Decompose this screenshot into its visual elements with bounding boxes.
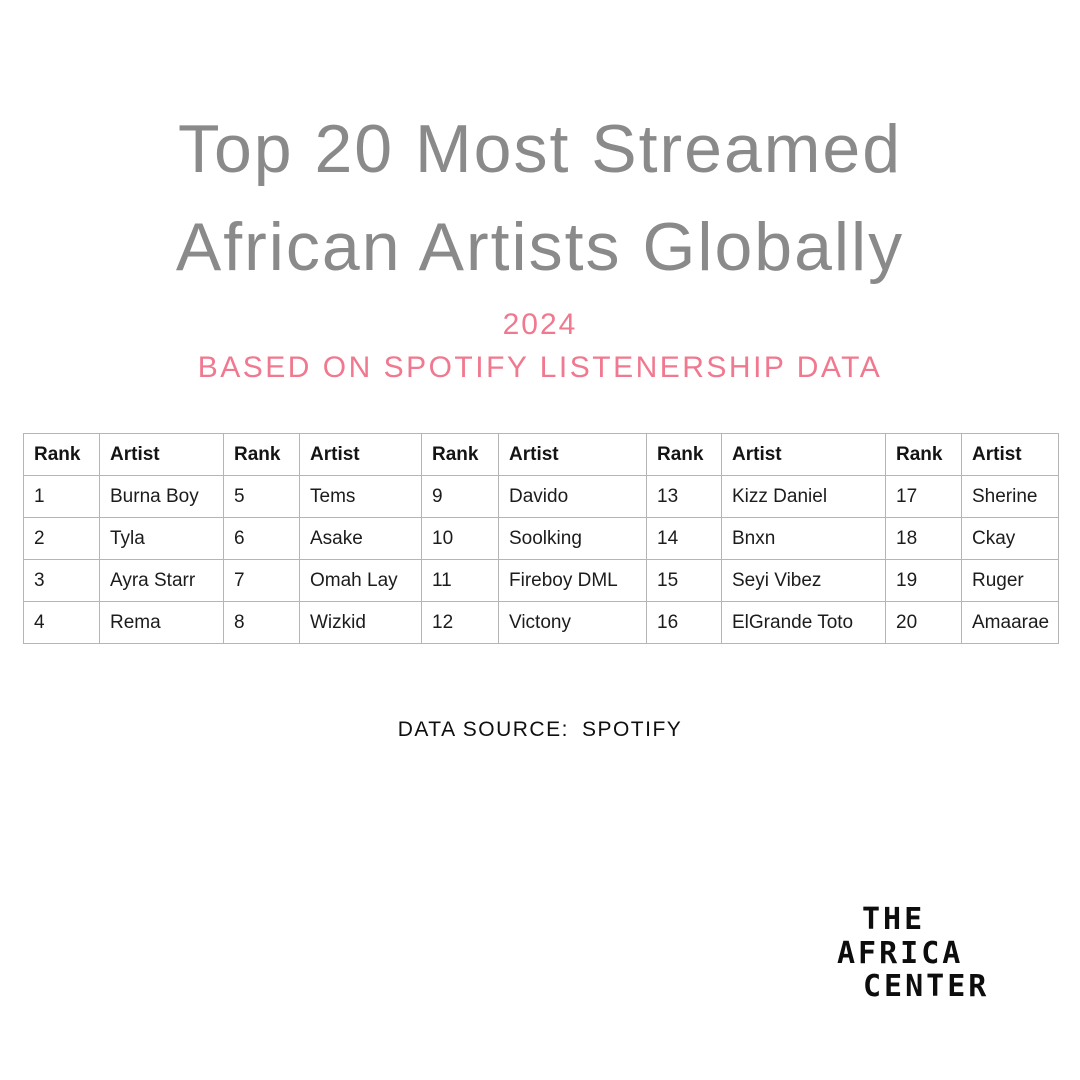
rank-cell: 10 xyxy=(421,517,499,560)
rank-cell: 5 xyxy=(223,475,300,518)
title-line-2: African Artists Globally xyxy=(175,209,905,285)
artist-cell: Ckay xyxy=(961,517,1059,560)
rank-cell: 2 xyxy=(23,517,100,560)
artist-cell: Tems xyxy=(299,475,422,518)
artist-cell: Omah Lay xyxy=(299,559,422,602)
page-title: Top 20 Most Streamed African Artists Glo… xyxy=(0,100,1080,296)
artist-cell: Asake xyxy=(299,517,422,560)
artist-cell: Fireboy DML xyxy=(498,559,647,602)
table-row: 4 Rema 8 Wizkid 12 Victony 16 ElGrande T… xyxy=(23,601,1059,644)
data-source-value: SPOTIFY xyxy=(581,718,683,741)
data-source: DATA SOURCE: SPOTIFY xyxy=(0,718,1080,742)
subtitle-year: 2024 xyxy=(502,308,578,341)
rank-cell: 12 xyxy=(421,601,499,644)
artist-cell: Rema xyxy=(99,601,224,644)
subtitle-tagline: BASED ON SPOTIFY LISTENERSHIP DATA xyxy=(197,351,883,384)
title-line-1: Top 20 Most Streamed xyxy=(177,111,903,187)
logo-line-africa: AFRICA xyxy=(837,935,964,971)
table-row: 2 Tyla 6 Asake 10 Soolking 14 Bnxn 18 Ck… xyxy=(23,517,1059,560)
artist-cell: Bnxn xyxy=(721,517,886,560)
artist-cell: Victony xyxy=(498,601,647,644)
rank-cell: 4 xyxy=(23,601,100,644)
rank-cell: 19 xyxy=(885,559,962,602)
artist-cell: Sherine xyxy=(961,475,1059,518)
rank-cell: 7 xyxy=(223,559,300,602)
rank-cell: 16 xyxy=(646,601,722,644)
table-header-row: Rank Artist Rank Artist Rank Artist Rank… xyxy=(23,433,1059,476)
rank-cell: 15 xyxy=(646,559,722,602)
rank-cell: 18 xyxy=(885,517,962,560)
rank-cell: 13 xyxy=(646,475,722,518)
artist-cell: Amaarae xyxy=(961,601,1059,644)
artist-cell: Soolking xyxy=(498,517,647,560)
artist-header: Artist xyxy=(721,433,886,476)
data-source-label: DATA SOURCE: xyxy=(397,718,569,741)
rank-cell: 3 xyxy=(23,559,100,602)
rank-cell: 14 xyxy=(646,517,722,560)
rank-cell: 17 xyxy=(885,475,962,518)
rank-header: Rank xyxy=(646,433,722,476)
logo-line-center: CENTER xyxy=(863,969,990,1004)
rank-header: Rank xyxy=(23,433,100,476)
rank-cell: 6 xyxy=(223,517,300,560)
artist-cell: Tyla xyxy=(99,517,224,560)
artist-cell: Ayra Starr xyxy=(99,559,224,602)
artist-header: Artist xyxy=(498,433,647,476)
artist-cell: Davido xyxy=(498,475,647,518)
rank-cell: 9 xyxy=(421,475,499,518)
artist-cell: ElGrande Toto xyxy=(721,601,886,644)
rank-header: Rank xyxy=(421,433,499,476)
rank-cell: 20 xyxy=(885,601,962,644)
rank-cell: 11 xyxy=(421,559,499,602)
africa-center-logo: THE AFRICA CENTER xyxy=(837,903,989,1004)
logo-line-the: THE xyxy=(862,902,926,937)
artist-header: Artist xyxy=(961,433,1059,476)
table-row: 3 Ayra Starr 7 Omah Lay 11 Fireboy DML 1… xyxy=(23,559,1059,602)
artist-cell: Kizz Daniel xyxy=(721,475,886,518)
artist-cell: Ruger xyxy=(961,559,1059,602)
artist-header: Artist xyxy=(299,433,422,476)
rank-cell: 1 xyxy=(23,475,100,518)
artist-cell: Seyi Vibez xyxy=(721,559,886,602)
rank-header: Rank xyxy=(885,433,962,476)
artist-cell: Wizkid xyxy=(299,601,422,644)
rank-cell: 8 xyxy=(223,601,300,644)
rank-header: Rank xyxy=(223,433,300,476)
ranking-table: Rank Artist Rank Artist Rank Artist Rank… xyxy=(23,433,1059,644)
table-row: 1 Burna Boy 5 Tems 9 Davido 13 Kizz Dani… xyxy=(23,475,1059,518)
artist-header: Artist xyxy=(99,433,224,476)
artist-cell: Burna Boy xyxy=(99,475,224,518)
